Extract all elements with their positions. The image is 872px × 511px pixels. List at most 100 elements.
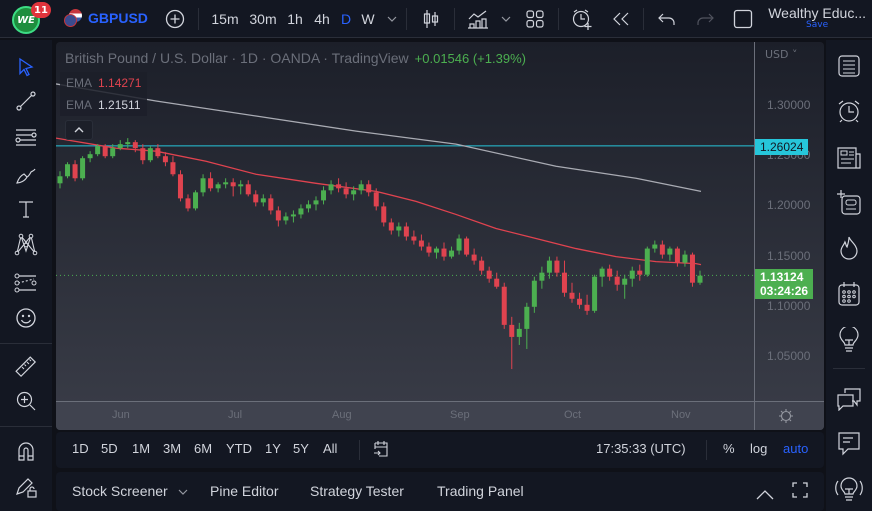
tab-stock-screener[interactable]: Stock Screener <box>72 483 188 499</box>
create-alert-button[interactable] <box>568 0 596 38</box>
alerts-button[interactable] <box>833 95 865 127</box>
measure-tool[interactable] <box>8 352 44 382</box>
pattern-tool[interactable] <box>8 230 44 260</box>
divider <box>198 8 199 30</box>
time-label: Aug <box>332 409 352 421</box>
divider <box>0 426 52 427</box>
interval-30m[interactable]: 30m <box>249 11 277 27</box>
auto-scale-toggle[interactable]: auto <box>783 441 809 456</box>
candle-body <box>283 216 289 221</box>
utc-clock[interactable]: 17:35:33 (UTC) <box>596 441 686 456</box>
undo-icon <box>658 13 675 25</box>
divider <box>0 343 52 344</box>
range-all[interactable]: All <box>323 441 338 456</box>
cursor-tool[interactable] <box>8 52 44 82</box>
chart-settings-button[interactable] <box>778 408 794 428</box>
time-axis[interactable]: Jun Jul Aug Sep Oct Nov <box>56 401 824 430</box>
interval-15m[interactable]: 15m <box>211 11 239 27</box>
range-6m[interactable]: 6M <box>194 441 213 456</box>
percent-scale-toggle[interactable]: % <box>723 441 735 456</box>
currency-selector[interactable]: USD ˅ <box>765 48 798 61</box>
chart-pane[interactable]: British Pound / U.S. Dollar · 1D · OANDA… <box>56 42 824 430</box>
news-button[interactable] <box>833 142 865 174</box>
candle-body <box>426 246 432 253</box>
collapse-legend-button[interactable] <box>65 120 93 140</box>
candle-body <box>486 270 492 279</box>
tab-trading-panel[interactable]: Trading Panel <box>437 483 524 499</box>
text-tool[interactable] <box>8 194 44 224</box>
candle-body <box>366 184 372 193</box>
save-button[interactable]: Save <box>806 20 829 30</box>
watchlist-button[interactable] <box>833 50 865 82</box>
candle-body <box>223 182 229 185</box>
zoom-in-tool[interactable] <box>8 386 44 416</box>
indicator-legend-ema-2[interactable]: EMA 1.21511 <box>60 94 147 116</box>
hotlists-button[interactable] <box>833 232 865 264</box>
candle-body <box>117 144 123 149</box>
magnet-tool[interactable] <box>8 436 44 466</box>
candle-body <box>569 292 575 299</box>
ema-line[interactable] <box>56 83 702 192</box>
layout-name-button[interactable]: Wealthy Educ... Save <box>768 5 866 30</box>
log-scale-toggle[interactable]: log <box>750 441 768 456</box>
layout-button[interactable] <box>522 0 548 38</box>
prediction-tool[interactable] <box>8 268 44 298</box>
indicator-legend-ema-1[interactable]: EMA 1.14271 <box>60 72 148 94</box>
chart-type-button[interactable] <box>418 0 444 38</box>
brush-tool[interactable] <box>8 160 44 190</box>
compare-symbol-button[interactable] <box>164 0 186 38</box>
divider <box>454 8 455 30</box>
candle-body <box>652 244 658 249</box>
brush-icon <box>16 168 36 184</box>
lock-drawings-tool[interactable] <box>8 472 44 502</box>
price-chart[interactable] <box>56 42 754 401</box>
ideas-button[interactable] <box>833 324 865 356</box>
range-3m[interactable]: 3M <box>163 441 182 456</box>
candle-body <box>193 192 199 209</box>
range-ytd[interactable]: YTD <box>226 441 252 456</box>
help-button[interactable] <box>833 474 865 506</box>
expand-panel-button[interactable] <box>756 485 774 504</box>
fullscreen-toggle-button[interactable] <box>730 0 756 38</box>
chats-button[interactable] <box>833 382 865 414</box>
ema-line[interactable] <box>56 137 702 266</box>
range-5d[interactable]: 5D <box>101 441 118 456</box>
range-1d[interactable]: 1D <box>72 441 89 456</box>
symbol-search-button[interactable]: GBPUSD <box>64 9 148 27</box>
calendar-button[interactable] <box>833 278 865 310</box>
trend-line-tool[interactable] <box>8 86 44 116</box>
range-1y[interactable]: 1Y <box>265 441 281 456</box>
tab-strategy-tester[interactable]: Strategy Tester <box>310 483 404 499</box>
time-label: Nov <box>671 409 691 421</box>
undo-button[interactable] <box>654 0 680 38</box>
last-price: 1.13124 <box>760 270 804 284</box>
calendar-icon <box>838 282 860 306</box>
tab-pine-editor[interactable]: Pine Editor <box>210 483 279 499</box>
price-axis[interactable]: USD ˅ 1.30000 1.25000 1.20000 1.15000 1.1000… <box>754 42 824 402</box>
replay-button[interactable] <box>608 0 634 38</box>
maximize-panel-button[interactable] <box>792 482 808 502</box>
interval-1h[interactable]: 1h <box>287 11 303 27</box>
price-axis-label: 1.30000 <box>767 98 811 112</box>
indicators-button[interactable] <box>464 0 492 38</box>
interval-dropdown[interactable] <box>384 0 400 38</box>
range-5y[interactable]: 5Y <box>293 441 309 456</box>
indicators-icon <box>468 10 488 29</box>
interval-4h[interactable]: 4h <box>314 11 330 27</box>
pencil-lock-icon <box>16 478 37 498</box>
interval-w[interactable]: W <box>361 11 375 27</box>
candle-body <box>230 182 236 187</box>
last-price-tag: 1.13124 03:24:26 <box>755 269 814 299</box>
redo-button[interactable] <box>692 0 718 38</box>
right-widget-bar <box>826 40 872 511</box>
range-1m[interactable]: 1M <box>132 441 151 456</box>
add-widget-button[interactable] <box>833 186 865 218</box>
interval-d[interactable]: D <box>340 11 352 27</box>
candle-body <box>290 214 296 217</box>
indicators-dropdown[interactable] <box>498 0 514 38</box>
alarm-plus-icon <box>572 9 592 30</box>
icon-tool[interactable] <box>8 303 44 333</box>
messages-button[interactable] <box>833 428 865 460</box>
go-to-date-button[interactable] <box>372 440 390 462</box>
fib-tool[interactable] <box>8 122 44 152</box>
